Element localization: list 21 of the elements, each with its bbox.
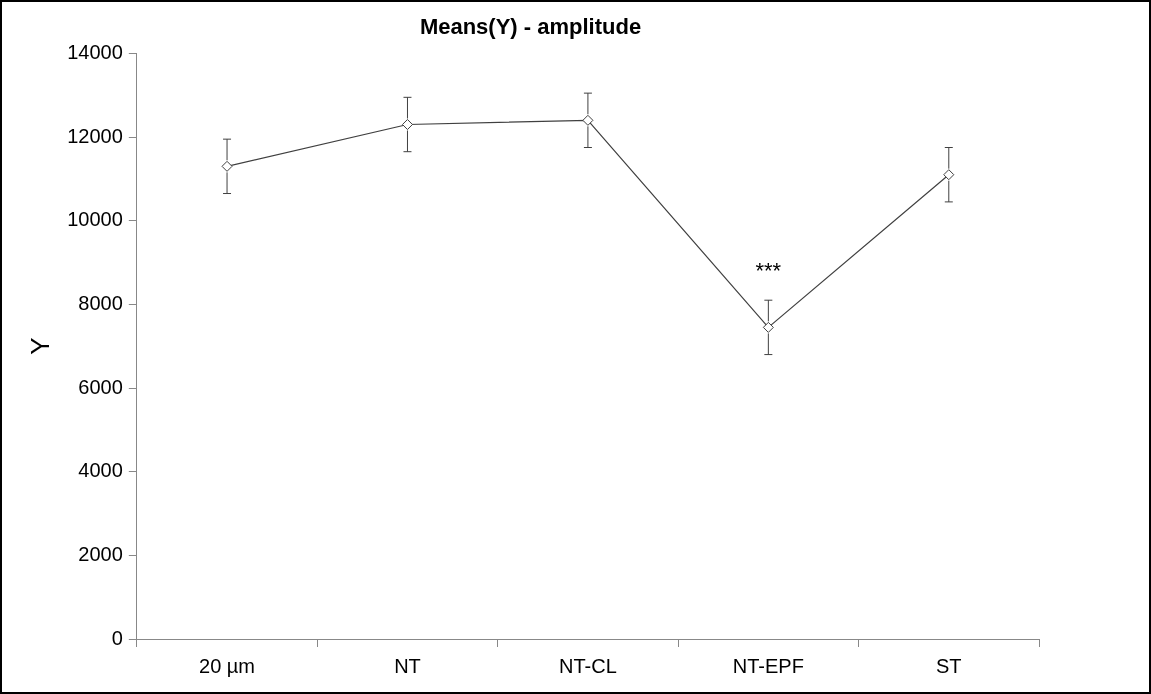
annotation: *** (755, 258, 782, 284)
y-tick-label: 10000 (67, 208, 123, 231)
point (762, 321, 774, 333)
x-tick-label: NT-CL (559, 654, 617, 677)
point (401, 119, 413, 131)
point (943, 169, 955, 181)
point (221, 160, 233, 172)
point (582, 114, 594, 126)
y-tick-label: 0 (111, 626, 123, 649)
y-tick-label: 12000 (67, 124, 123, 147)
y-tick-label: 14000 (67, 40, 123, 63)
x-tick-label: ST (936, 654, 962, 677)
y-tick-label: 8000 (78, 291, 123, 314)
y-tick-label: 2000 (78, 542, 123, 565)
x-tick-label: 20 µm (199, 654, 256, 677)
y-axis-title: Y (24, 337, 55, 355)
y-tick-label: 4000 (78, 459, 123, 482)
x-tick-label: NT-EPF (732, 654, 804, 677)
y-tick-label: 6000 (78, 375, 123, 398)
x-tick-label: NT (394, 654, 421, 677)
chart-title: Means(Y) - amplitude (419, 14, 642, 40)
